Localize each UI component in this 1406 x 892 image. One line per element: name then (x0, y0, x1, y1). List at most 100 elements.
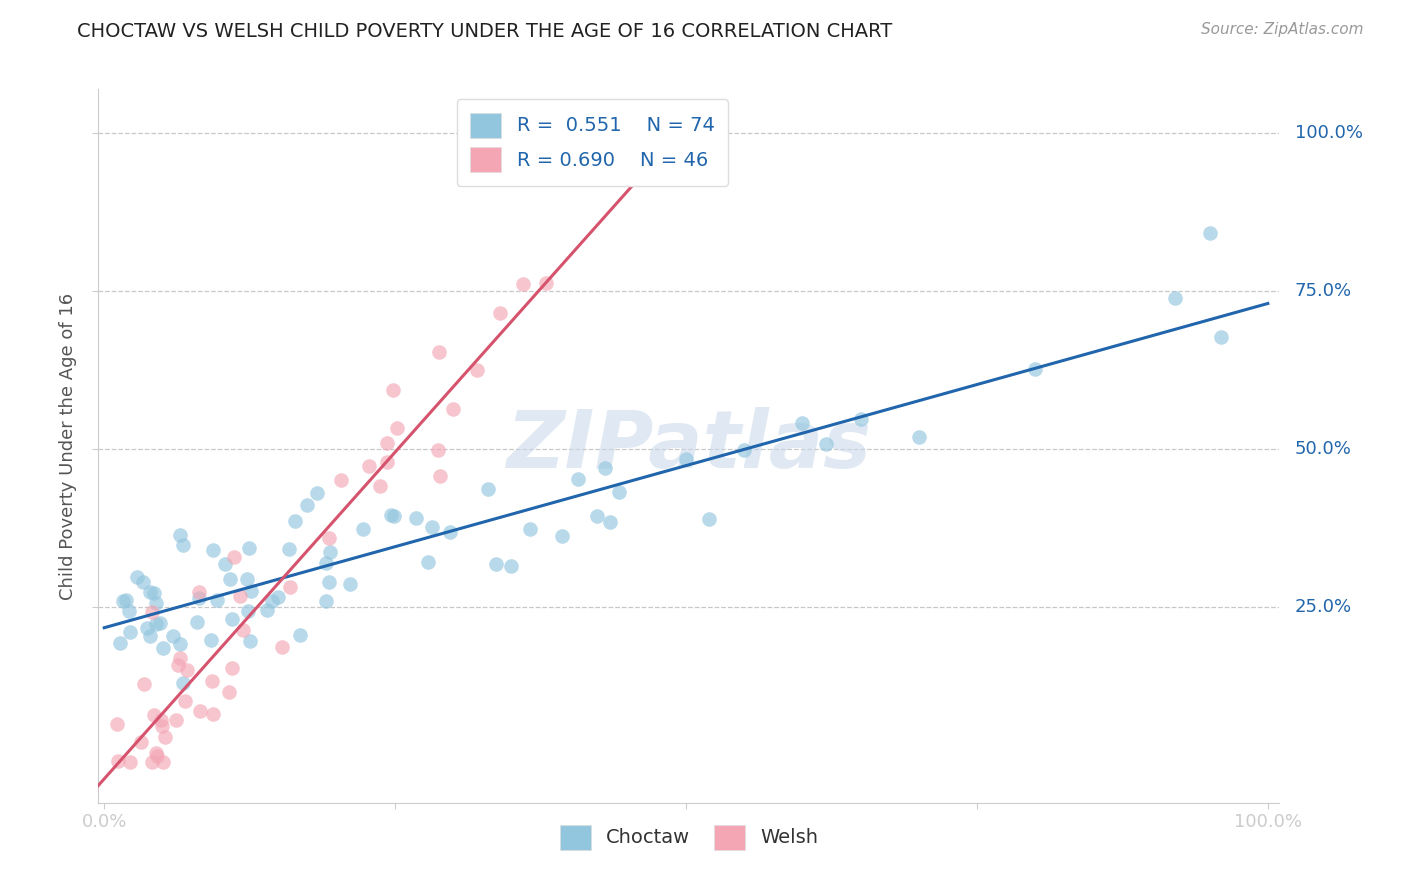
Point (214, 557, 236, 571)
Text: 75.0%: 75.0% (1295, 282, 1353, 301)
Point (375, 455, 398, 469)
Point (368, 479, 391, 493)
Point (315, 594, 337, 608)
Point (221, 612, 243, 626)
Point (240, 584, 263, 599)
Point (382, 383, 405, 397)
Point (141, 606, 163, 620)
Point (499, 558, 522, 573)
Point (586, 508, 609, 523)
Point (174, 694, 197, 708)
Point (792, 416, 814, 430)
Point (1198, 226, 1220, 240)
Point (284, 514, 307, 528)
Point (551, 529, 574, 543)
Point (134, 677, 156, 691)
Point (110, 635, 132, 649)
Point (439, 524, 461, 539)
Point (218, 572, 240, 586)
Point (172, 676, 194, 690)
Point (1024, 361, 1046, 376)
Point (489, 306, 512, 320)
Point (256, 603, 278, 617)
Point (142, 585, 165, 599)
Point (127, 570, 149, 584)
Text: 25.0%: 25.0% (1295, 598, 1353, 616)
Point (359, 458, 381, 473)
Point (329, 474, 352, 488)
Point (202, 707, 225, 722)
Point (238, 604, 260, 618)
Point (187, 591, 209, 606)
Point (162, 629, 184, 643)
Y-axis label: Child Poverty Under the Age of 16: Child Poverty Under the Age of 16 (59, 293, 77, 599)
Point (485, 557, 508, 571)
Point (120, 625, 142, 640)
Point (429, 468, 451, 483)
Point (352, 522, 374, 536)
Point (427, 345, 450, 359)
Point (512, 277, 534, 292)
Point (135, 621, 157, 635)
Point (150, 719, 173, 733)
Point (239, 633, 262, 648)
Point (416, 555, 439, 569)
Point (205, 593, 228, 607)
Point (229, 589, 252, 603)
Point (232, 623, 254, 637)
Point (849, 412, 872, 426)
Point (318, 574, 340, 589)
Point (236, 572, 259, 586)
Text: Source: ZipAtlas.com: Source: ZipAtlas.com (1201, 22, 1364, 37)
Point (697, 512, 720, 526)
Point (146, 749, 169, 764)
Point (387, 421, 409, 435)
Point (339, 577, 361, 591)
Point (169, 651, 191, 665)
Text: CHOCTAW VS WELSH CHILD POVERTY UNDER THE AGE OF 16 CORRELATION CHART: CHOCTAW VS WELSH CHILD POVERTY UNDER THE… (77, 22, 893, 41)
Point (172, 538, 194, 552)
Point (420, 520, 443, 534)
Point (1211, 330, 1233, 344)
Point (519, 522, 541, 536)
Point (218, 685, 240, 699)
Point (142, 707, 165, 722)
Point (107, 754, 129, 768)
Point (200, 632, 222, 647)
Point (188, 704, 211, 718)
Point (319, 545, 342, 559)
Point (280, 581, 302, 595)
Point (139, 629, 162, 643)
Point (105, 717, 128, 731)
Point (441, 402, 464, 417)
Point (318, 531, 340, 545)
Point (315, 556, 337, 570)
Point (167, 658, 190, 673)
Point (145, 596, 167, 610)
Point (176, 663, 198, 677)
Point (288, 628, 311, 642)
Point (238, 541, 260, 556)
Point (262, 593, 284, 607)
Point (132, 574, 155, 589)
Point (270, 640, 292, 654)
Point (221, 661, 243, 675)
Point (112, 594, 135, 608)
Point (675, 451, 697, 466)
Point (375, 436, 398, 450)
Point (907, 430, 929, 444)
Point (593, 461, 616, 475)
Point (536, 277, 558, 291)
Point (382, 508, 405, 523)
Point (733, 443, 755, 458)
Point (115, 592, 138, 607)
Point (188, 585, 211, 599)
Point (267, 590, 290, 604)
Point (152, 755, 174, 769)
Legend: Choctaw, Welsh: Choctaw, Welsh (551, 817, 827, 857)
Point (814, 437, 837, 451)
Text: 100.0%: 100.0% (1295, 124, 1362, 143)
Point (118, 604, 141, 618)
Point (607, 484, 630, 499)
Point (1164, 291, 1187, 305)
